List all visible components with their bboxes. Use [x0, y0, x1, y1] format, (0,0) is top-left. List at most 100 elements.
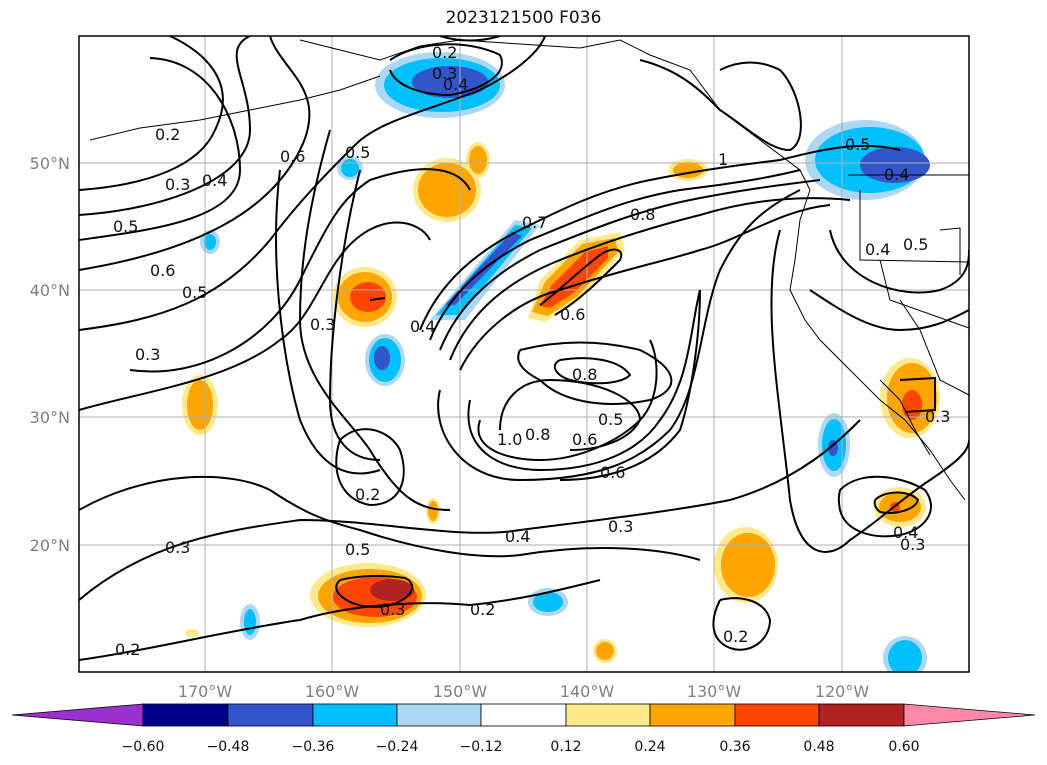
baja-california — [879, 379, 931, 456]
lat-label-50n: 50°N — [30, 154, 70, 173]
pos-anomaly-blob — [370, 579, 414, 601]
contour-label: 0.6 — [150, 261, 175, 280]
contour-label: 0.5 — [182, 283, 207, 302]
contour-label: 0.4 — [884, 165, 909, 184]
lat-label-30n: 30°N — [30, 408, 70, 427]
contours — [79, 36, 969, 661]
colorbar-segment — [734, 703, 820, 727]
contour-label: 0.5 — [598, 410, 623, 429]
map-title: 2023121500 F036 — [445, 8, 602, 28]
contour-label: 0.6 — [560, 305, 585, 324]
colorbar-segment — [649, 703, 736, 727]
contour-label: 0.4 — [505, 527, 530, 546]
contour-label: 0.3 — [432, 64, 457, 83]
latitude-labels: 50°N 40°N 30°N 20°N — [30, 154, 70, 555]
contour-label: 1.0 — [497, 430, 522, 449]
colorbar-segment — [480, 703, 567, 727]
pos-anomaly-blob — [185, 629, 199, 637]
colorbar-extend-min — [11, 703, 144, 727]
contour-label: 0.2 — [432, 43, 457, 62]
colorbar-tick-label: −0.60 — [122, 739, 165, 755]
contour-label: 0.4 — [410, 317, 435, 336]
pos-anomaly-blob — [350, 282, 386, 312]
colorbar — [11, 703, 1036, 727]
alaska-coastline — [299, 39, 811, 191]
state-border — [939, 227, 961, 275]
state-border — [859, 190, 969, 263]
colorbar-tick-label: 0.36 — [719, 739, 750, 755]
pos-anomaly-blob — [721, 533, 775, 597]
neg-anomaly-blob — [244, 609, 256, 635]
aleutian-islands — [89, 75, 381, 141]
contour-label: 0.8 — [525, 425, 550, 444]
colorbar-ticks: −0.60 −0.48 −0.36 −0.24 −0.12 0.12 0.24 … — [122, 739, 920, 755]
colorbar-segment — [565, 703, 651, 727]
contour-label: 0.8 — [572, 365, 597, 384]
contour-label: 0.4 — [865, 240, 890, 259]
neg-anomaly-blob — [860, 147, 930, 183]
neg-anomaly-blob — [533, 592, 563, 612]
colorbar-tick-label: −0.36 — [292, 739, 335, 755]
map-frame — [78, 35, 970, 673]
colorbar-tick-label: −0.48 — [207, 739, 250, 755]
contour-label: 0.8 — [630, 205, 655, 224]
state-border — [879, 259, 969, 329]
colorbar-tick-label: 0.60 — [888, 739, 919, 755]
contour-label: 0.4 — [893, 523, 918, 542]
pos-anomaly-blob — [418, 163, 476, 217]
colorbar-extend-max — [903, 703, 1036, 727]
colorbar-segment — [312, 703, 398, 727]
lon-label-130w: 130°W — [687, 682, 742, 701]
lon-label-170w: 170°W — [178, 682, 233, 701]
contour-labels: 0.2 0.3 0.4 0.6 0.4 0.3 0.2 0.5 0.6 0.5 … — [113, 43, 950, 659]
lat-label-20n: 20°N — [30, 536, 70, 555]
pos-anomaly-blob — [469, 146, 487, 174]
contour-label: 0.3 — [165, 175, 190, 194]
colorbar-segment — [818, 703, 905, 727]
state-border — [899, 299, 969, 396]
contour-label: 0.2 — [155, 125, 180, 144]
neg-anomaly-blob — [374, 346, 390, 370]
contour-label: 0.6 — [280, 147, 305, 166]
pos-anomaly-blob — [428, 501, 438, 521]
contour-label: 0.5 — [345, 540, 370, 559]
contour-label: 0.5 — [845, 135, 870, 154]
longitude-labels: 170°W 160°W 150°W 140°W 130°W 120°W — [178, 682, 870, 701]
contour-label: 0.3 — [310, 315, 335, 334]
colorbar-tick-label: −0.12 — [460, 739, 503, 755]
colorbar-segment — [396, 703, 482, 727]
lon-label-140w: 140°W — [560, 682, 615, 701]
colorbar-tick-label: −0.24 — [376, 739, 419, 755]
lat-label-40n: 40°N — [30, 281, 70, 300]
map-area: 0.2 0.3 0.4 0.6 0.4 0.3 0.2 0.5 0.6 0.5 … — [79, 36, 969, 672]
contour-label: 0.2 — [723, 627, 748, 646]
contour-label: 1 — [718, 150, 728, 169]
colorbar-tick-label: 0.24 — [634, 739, 665, 755]
neg-anomaly-blob — [888, 640, 922, 672]
lon-label-120w: 120°W — [815, 682, 870, 701]
contour-label: 0.2 — [355, 485, 380, 504]
contour-label: 0.7 — [522, 213, 547, 232]
contour-label: 0.3 — [165, 538, 190, 557]
pos-anomaly-blob — [187, 380, 213, 430]
contour-label: 0.3 — [380, 600, 405, 619]
contour-label: 0.6 — [600, 463, 625, 482]
contour-label: 0.4 — [202, 171, 227, 190]
contour-label: 0.3 — [925, 407, 950, 426]
contour-label: 0.5 — [113, 217, 138, 236]
contour-label: 0.2 — [470, 600, 495, 619]
contour-label: 0.5 — [903, 235, 928, 254]
colorbar-tick-label: 0.48 — [803, 739, 834, 755]
contour-label: 0.2 — [115, 640, 140, 659]
lon-label-150w: 150°W — [433, 682, 488, 701]
contour-label: 0.4 — [443, 75, 468, 94]
neg-anomaly-blob — [204, 234, 216, 250]
colorbar-segment — [142, 703, 229, 727]
lon-label-160w: 160°W — [305, 682, 360, 701]
pos-anomaly-blob — [902, 390, 922, 420]
graticule — [79, 36, 969, 672]
contour-label: 0.3 — [135, 345, 160, 364]
pos-anomaly-blob — [596, 642, 614, 660]
colorbar-segment — [227, 703, 314, 727]
